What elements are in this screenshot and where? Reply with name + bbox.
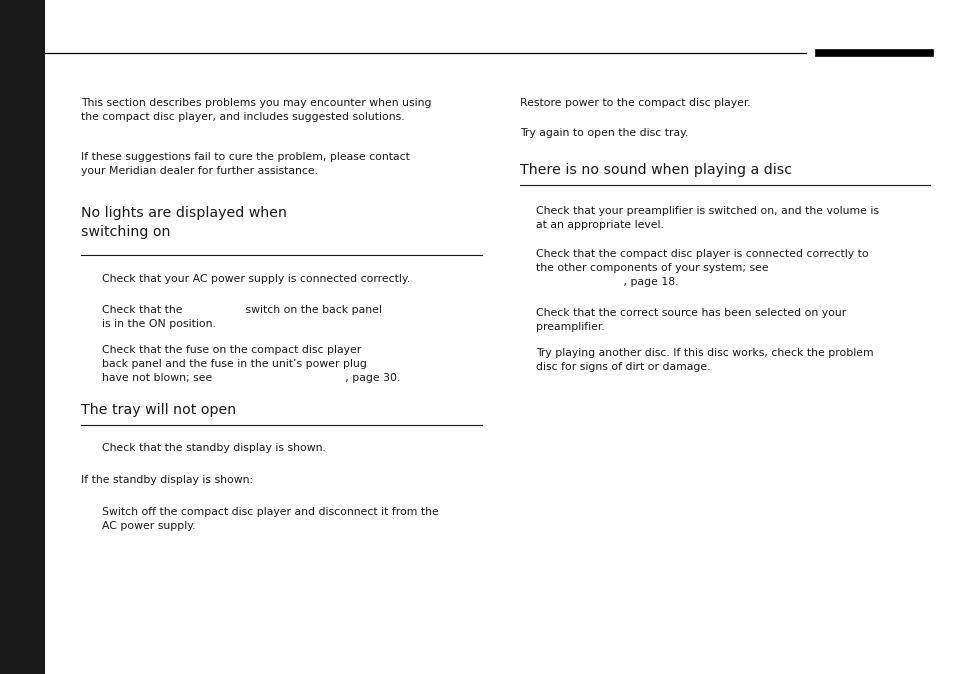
Text: Try again to open the disc tray.: Try again to open the disc tray. [519,128,687,138]
Text: Check that the standby display is shown.: Check that the standby display is shown. [102,443,326,454]
Text: Switch off the compact disc player and disconnect it from the
AC power supply.: Switch off the compact disc player and d… [102,507,438,531]
Text: Try playing another disc. If this disc works, check the problem
disc for signs o: Try playing another disc. If this disc w… [536,348,873,373]
Text: This section describes problems you may encounter when using
the compact disc pl: This section describes problems you may … [81,98,431,122]
Text: The tray will not open: The tray will not open [81,403,236,417]
Text: If these suggestions fail to cure the problem, please contact
your Meridian deal: If these suggestions fail to cure the pr… [81,152,410,176]
Text: If the standby display is shown:: If the standby display is shown: [81,475,253,485]
Text: Restore power to the compact disc player.: Restore power to the compact disc player… [519,98,750,108]
Text: Check that your preamplifier is switched on, and the volume is
at an appropriate: Check that your preamplifier is switched… [536,206,879,230]
Text: No lights are displayed when
switching on: No lights are displayed when switching o… [81,206,287,239]
Text: There is no sound when playing a disc: There is no sound when playing a disc [519,163,791,177]
Text: Check that the correct source has been selected on your
preamplifier.: Check that the correct source has been s… [536,308,845,332]
Text: Check that the fuse on the compact disc player
back panel and the fuse in the un: Check that the fuse on the compact disc … [102,345,400,383]
Text: Check that the compact disc player is connected correctly to
the other component: Check that the compact disc player is co… [536,249,868,287]
Text: Check that the                  switch on the back panel
is in the ON position.: Check that the switch on the back panel … [102,305,381,329]
Text: Check that your AC power supply is connected correctly.: Check that your AC power supply is conne… [102,274,410,284]
Bar [0,0,45,674]
